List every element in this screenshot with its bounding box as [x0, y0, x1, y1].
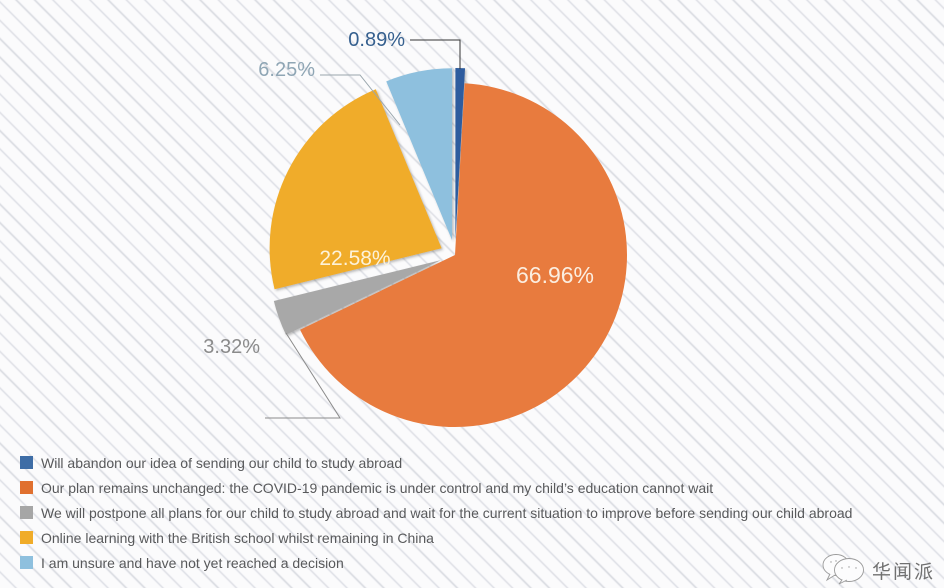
svg-text:0.89%: 0.89%: [348, 29, 405, 51]
svg-text:3.32%: 3.32%: [203, 336, 260, 358]
svg-text:华闻派: 华闻派: [872, 561, 935, 583]
svg-text:22.58%: 22.58%: [319, 247, 390, 270]
svg-text:66.96%: 66.96%: [516, 262, 594, 288]
svg-text:6.25%: 6.25%: [258, 59, 315, 81]
